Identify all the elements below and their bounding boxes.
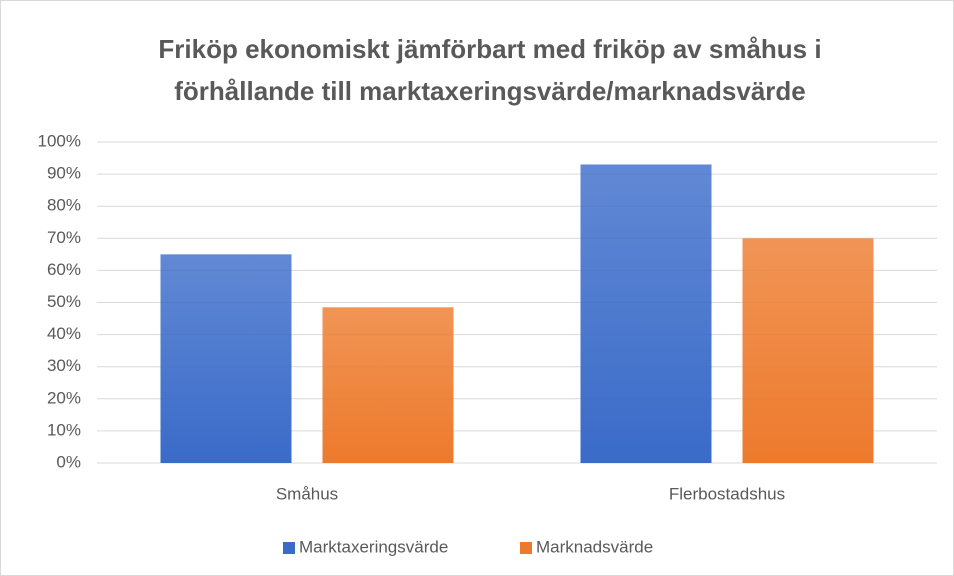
chart-title: Friköp ekonomiskt jämförbart med friköp …	[158, 34, 821, 64]
y-tick-label: 30%	[47, 356, 81, 375]
y-tick-label: 50%	[47, 292, 81, 311]
y-tick-label: 70%	[47, 228, 81, 247]
x-tick-label: Småhus	[276, 484, 338, 503]
x-tick-label: Flerbostadshus	[669, 484, 785, 503]
y-tick-label: 60%	[47, 260, 81, 279]
legend-swatch	[520, 542, 532, 554]
y-tick-label: 0%	[56, 452, 81, 471]
y-tick-label: 80%	[47, 196, 81, 215]
bar	[160, 254, 292, 463]
y-tick-label: 20%	[47, 388, 81, 407]
bar	[580, 164, 712, 463]
legend-swatch	[283, 542, 295, 554]
chart-title: förhållande till marktaxeringsvärde/mark…	[174, 76, 806, 106]
legend-label: Marknadsvärde	[536, 537, 653, 556]
y-tick-label: 90%	[47, 164, 81, 183]
y-tick-label: 10%	[47, 420, 81, 439]
legend-label: Marktaxeringsvärde	[299, 537, 448, 556]
y-tick-label: 100%	[38, 131, 81, 150]
bar	[322, 307, 454, 463]
y-tick-label: 40%	[47, 324, 81, 343]
bar	[742, 238, 874, 463]
